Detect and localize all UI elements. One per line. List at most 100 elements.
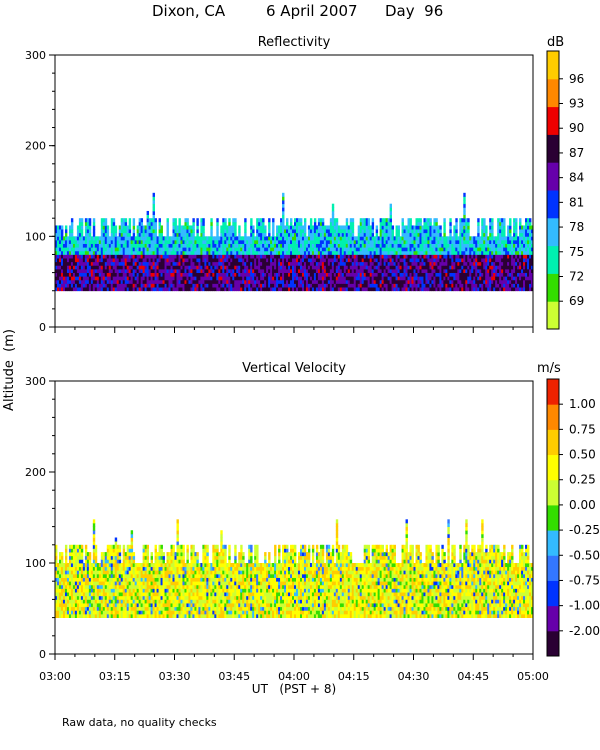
heatmap-cell	[192, 225, 195, 230]
heatmap-cell	[359, 276, 363, 281]
heatmap-cell	[270, 283, 273, 288]
heatmap-cell	[309, 247, 313, 252]
heatmap-cell	[276, 283, 279, 288]
heatmap-cell	[128, 229, 132, 234]
heatmap-cell	[228, 254, 231, 259]
heatmap-cell	[106, 606, 110, 611]
heatmap-cell	[447, 287, 450, 292]
heatmap-cell	[339, 268, 343, 273]
heatmap-cell	[202, 276, 205, 281]
heatmap-cell	[88, 599, 92, 604]
heatmap-cell	[230, 265, 233, 270]
heatmap-cell	[443, 229, 446, 234]
heatmap-cell	[413, 254, 416, 259]
heatmap-cell	[527, 232, 530, 237]
heatmap-cell	[246, 265, 249, 270]
heatmap-cell	[246, 283, 249, 288]
heatmap-cell	[284, 268, 287, 273]
heatmap-cell	[90, 577, 94, 582]
heatmap-cell	[92, 239, 96, 244]
heatmap-cell	[178, 276, 181, 281]
heatmap-cell	[118, 254, 122, 259]
heatmap-cell	[405, 236, 408, 241]
heatmap-cell	[517, 268, 520, 273]
heatmap-cell	[299, 265, 303, 270]
heatmap-cell	[250, 254, 253, 259]
heatmap-cell	[509, 236, 512, 241]
heatmap-cell	[427, 265, 430, 270]
heatmap-cell	[445, 258, 448, 263]
heatmap-cell	[373, 268, 377, 273]
heatmap-cell	[359, 283, 363, 288]
heatmap-cell	[140, 272, 144, 277]
heatmap-cell	[88, 254, 92, 259]
heatmap-cell	[391, 272, 394, 277]
heatmap-cell	[272, 239, 275, 244]
heatmap-cell	[78, 613, 82, 618]
heatmap-cell	[102, 588, 106, 593]
heatmap-cell	[379, 239, 383, 244]
heatmap-cell	[260, 221, 263, 226]
heatmap-cell	[92, 555, 96, 560]
heatmap-cell	[122, 250, 126, 255]
heatmap-cell	[333, 272, 337, 277]
heatmap-cell	[264, 239, 267, 244]
heatmap-cell	[264, 236, 267, 241]
heatmap-cell	[459, 283, 462, 288]
heatmap-cell	[503, 243, 506, 248]
heatmap-cell	[174, 261, 177, 266]
heatmap-cell	[166, 254, 169, 259]
heatmap-cell	[453, 276, 456, 281]
heatmap-cell	[56, 588, 60, 593]
heatmap-cell	[433, 268, 436, 273]
heatmap-cell	[92, 544, 96, 549]
heatmap-cell	[290, 250, 293, 255]
heatmap-cell	[409, 276, 412, 281]
heatmap-cell	[525, 276, 528, 281]
heatmap-cell	[423, 276, 426, 281]
heatmap-cell	[527, 287, 530, 292]
heatmap-cell	[244, 229, 247, 234]
heatmap-cell	[491, 287, 494, 292]
heatmap-cell	[98, 236, 102, 241]
heatmap-cell	[439, 229, 442, 234]
heatmap-cell	[96, 573, 100, 578]
heatmap-cell	[226, 268, 229, 273]
heatmap-cell	[433, 229, 436, 234]
heatmap-cell	[467, 268, 470, 273]
heatmap-cell	[55, 232, 58, 237]
heatmap-cell	[351, 218, 355, 223]
heatmap-cell	[375, 232, 379, 237]
heatmap-cell	[305, 247, 309, 252]
heatmap-cell	[459, 229, 462, 234]
heatmap-cell	[192, 232, 195, 237]
heatmap-cell	[377, 272, 381, 277]
heatmap-cell	[479, 239, 482, 244]
heatmap-cell	[66, 283, 70, 288]
heatmap-cell	[70, 261, 74, 266]
heatmap-cell	[70, 229, 74, 234]
heatmap-cell	[176, 229, 179, 234]
heatmap-cell	[162, 236, 165, 241]
heatmap-cell	[162, 283, 165, 288]
heatmap-cell	[471, 261, 474, 266]
heatmap-cell	[268, 232, 271, 237]
heatmap-cell	[445, 287, 448, 292]
heatmap-cell	[499, 221, 502, 226]
heatmap-cell	[100, 577, 104, 582]
heatmap-cell	[331, 261, 335, 266]
heatmap-cell	[383, 243, 387, 248]
heatmap-cell	[288, 268, 291, 273]
heatmap-cell	[106, 268, 110, 273]
heatmap-cell	[80, 610, 84, 615]
heatmap-cell	[58, 250, 62, 255]
heatmap-cell	[188, 261, 191, 266]
heatmap-cell	[523, 239, 526, 244]
heatmap-cell	[100, 239, 104, 244]
heatmap-cell	[315, 276, 319, 281]
heatmap-cell	[294, 254, 297, 259]
heatmap-cell	[100, 258, 104, 263]
heatmap-cell	[244, 258, 247, 263]
heatmap-cell	[427, 232, 430, 237]
heatmap-cell	[355, 276, 359, 281]
